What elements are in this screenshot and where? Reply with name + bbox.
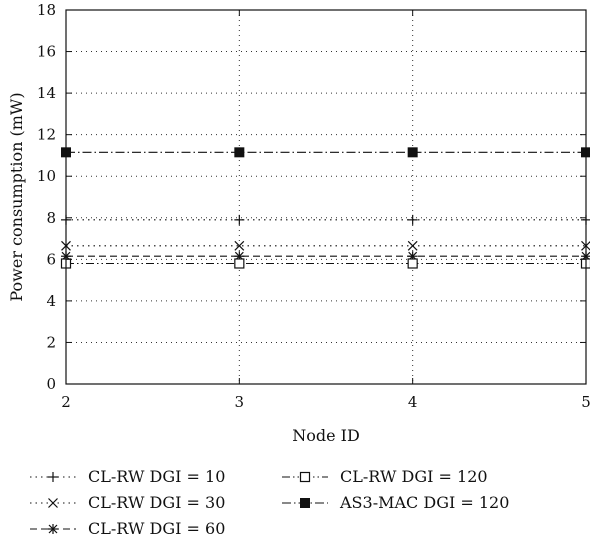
y-tick-label: 8	[46, 209, 56, 227]
series-1	[61, 214, 590, 225]
data-point-x	[234, 240, 245, 251]
data-point-filled-square	[234, 147, 245, 158]
legend-entry-1: CL-RW DGI = 10	[30, 467, 225, 486]
legend: CL-RW DGI = 10 CL-RW DGI = 30 CL-RW DGI = …	[30, 467, 509, 538]
legend-entry-5: AS3-MAC DGI = 120	[282, 493, 509, 512]
y-tick-label: 16	[37, 43, 56, 61]
legend-entry-2: CL-RW DGI = 30	[30, 493, 225, 512]
x-tick-label: 5	[581, 393, 590, 411]
series-3	[61, 251, 590, 262]
y-tick-label: 10	[37, 167, 56, 185]
x-tick-label: 2	[61, 393, 71, 411]
data-point-plus	[407, 214, 418, 225]
data-point-filled-square	[407, 147, 418, 158]
legend-label: CL-RW DGI = 10	[88, 467, 225, 486]
series-2	[61, 240, 590, 251]
y-axis-label: Power consumption (mW)	[7, 92, 26, 301]
legend-label: AS3-MAC DGI = 120	[339, 493, 509, 512]
y-tick-label: 2	[46, 333, 56, 351]
x-tick-label: 3	[235, 393, 245, 411]
legend-entry-4: CL-RW DGI = 120	[282, 467, 488, 486]
data-point-filled-square	[300, 498, 310, 508]
data-point-star	[48, 524, 58, 534]
grid	[66, 10, 586, 384]
data-point-plus	[48, 472, 58, 482]
series-4	[60, 258, 590, 269]
data-point-open-square	[299, 471, 311, 483]
y-tick-label: 4	[46, 292, 56, 310]
legend-entry-3: CL-RW DGI = 60	[30, 519, 225, 538]
x-axis-label: Node ID	[292, 426, 360, 445]
plot-frame	[65, 9, 587, 385]
data-point-x	[48, 498, 58, 508]
x-tick-label: 4	[408, 393, 418, 411]
data-point-plus	[234, 214, 245, 225]
series-5	[61, 147, 590, 158]
legend-label: CL-RW DGI = 120	[340, 467, 488, 486]
series-layer	[60, 147, 590, 269]
y-tick-label: 18	[37, 1, 56, 19]
y-tick-label: 14	[37, 84, 56, 102]
legend-label: CL-RW DGI = 30	[88, 493, 225, 512]
data-point-x	[407, 240, 418, 251]
legend-label: CL-RW DGI = 60	[88, 519, 225, 538]
y-tick-label: 12	[37, 126, 56, 144]
y-tick-label: 6	[46, 250, 56, 268]
data-point-open-square	[234, 258, 245, 269]
data-point-open-square	[407, 258, 418, 269]
y-tick-label: 0	[46, 375, 56, 393]
